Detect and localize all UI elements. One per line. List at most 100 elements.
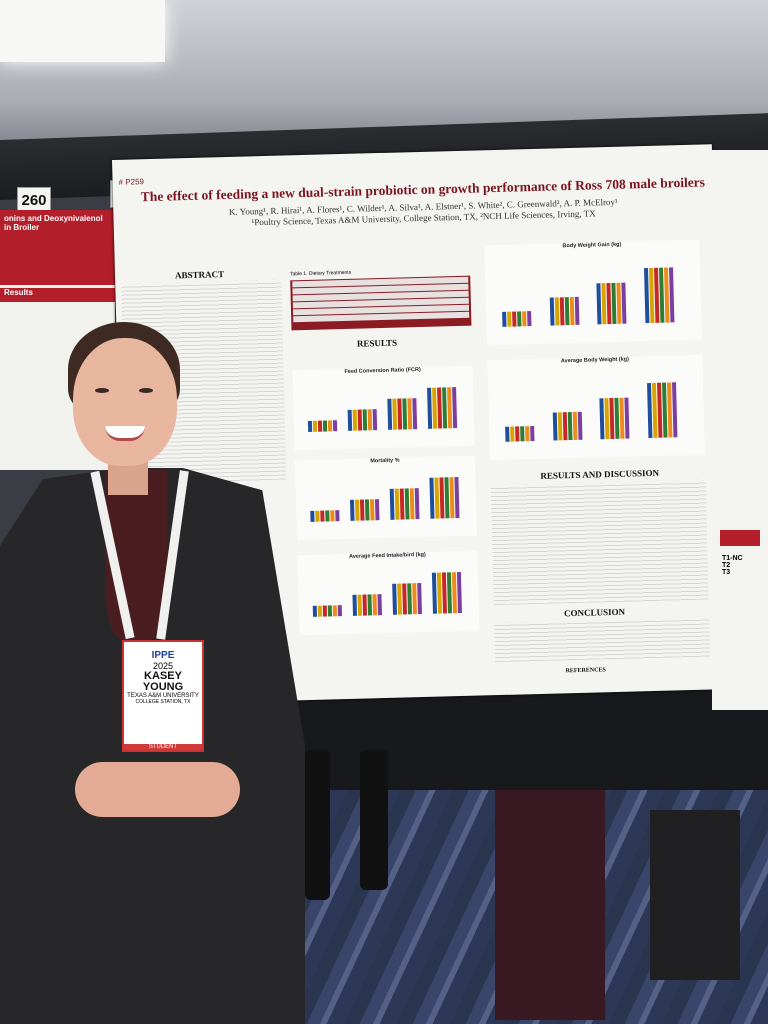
chart-feed-intake-bars	[308, 568, 469, 617]
chart-bwg: Body Weight Gain (kg)	[484, 239, 702, 346]
badge-role: STUDENT	[124, 744, 202, 750]
poster-bar	[564, 296, 569, 326]
chart-abw: Average Body Weight (kg)	[487, 354, 705, 461]
poster-bar	[352, 594, 358, 616]
poster-bar	[392, 583, 398, 615]
chart-mortality: Mortality %	[294, 455, 477, 541]
poster-bar	[567, 411, 572, 441]
poster-bar	[372, 409, 378, 431]
poster-bar	[315, 510, 320, 522]
poster-bar	[325, 510, 330, 522]
conclusion-heading: CONCLUSION	[563, 606, 626, 619]
poster-bar	[557, 412, 562, 441]
poster-bar	[397, 583, 402, 615]
poster-bar	[552, 412, 557, 441]
badge-year: 2025	[152, 661, 174, 671]
badge-first-name: KASEY	[144, 670, 182, 682]
poster-bar	[454, 477, 460, 519]
poster-bar	[668, 267, 674, 323]
references-heading: REFERENCES	[565, 667, 606, 675]
ceiling-light	[0, 0, 165, 62]
poster-bar	[512, 311, 517, 327]
adjacent-poster-right: T1-NC T2 T3	[712, 150, 768, 710]
poster-bar	[369, 499, 375, 521]
conclusion-text	[494, 616, 711, 663]
poster-bar	[407, 398, 413, 430]
poster-bar	[320, 510, 325, 522]
poster-bar	[357, 594, 363, 616]
poster-bar	[456, 572, 462, 614]
background-person-legs	[650, 810, 740, 980]
poster-bar	[317, 605, 323, 617]
poster-bar	[522, 311, 527, 327]
poster-bar	[332, 605, 338, 617]
chart-feed-intake-title: Average Feed Intake/bird (kg)	[348, 551, 426, 560]
chart-fcr-bars	[303, 383, 464, 432]
poster-bar	[362, 409, 368, 431]
poster-number: # P259	[118, 177, 145, 187]
poster-bar	[359, 499, 365, 521]
poster-bar	[364, 499, 370, 521]
poster-bar	[407, 583, 412, 615]
poster-bar	[357, 409, 363, 431]
chart-mortality-title: Mortality %	[370, 457, 400, 465]
poster-bar	[367, 594, 373, 616]
background-person-leg	[360, 750, 388, 890]
chart-fcr-title: Feed Conversion Ratio (FCR)	[344, 366, 421, 375]
poster-bar	[330, 510, 335, 522]
poster-bar	[510, 426, 515, 442]
poster-bar	[392, 398, 398, 430]
right-eye	[139, 388, 153, 393]
poster-bar	[507, 311, 512, 327]
poster-bar	[412, 398, 418, 430]
poster-bar	[530, 426, 535, 442]
person-face	[73, 338, 177, 466]
poster-bar	[387, 398, 393, 430]
poster-bar	[525, 426, 530, 442]
badge-city: COLLEGE STATION, TX	[135, 699, 191, 705]
poster-bar	[417, 583, 422, 615]
chart-abw-title: Average Body Weight (kg)	[560, 356, 630, 365]
poster-bar	[671, 382, 677, 438]
poster-bar	[312, 420, 318, 432]
chart-abw-bars	[500, 377, 692, 442]
poster-bar	[352, 409, 358, 431]
poster-bar	[374, 498, 380, 521]
poster-bar	[549, 297, 554, 326]
poster-bar	[347, 409, 353, 431]
poster-bar	[389, 488, 395, 520]
poster-bar	[409, 488, 415, 520]
poster-bar	[402, 583, 407, 615]
table-caption: Table 1. Dietary Treatments	[289, 269, 352, 278]
poster-bar	[372, 594, 378, 616]
poster-bar	[505, 426, 510, 442]
poster-bar	[577, 411, 582, 440]
poster-bar	[312, 605, 318, 617]
background-person-legs	[495, 790, 605, 1020]
results-discussion-text	[490, 479, 709, 606]
chart-bwg-bars	[497, 262, 689, 327]
treatment-table	[290, 275, 472, 331]
poster-bar	[559, 297, 564, 326]
results-discussion-heading: RESULTS AND DISCUSSION	[540, 467, 660, 481]
adjacent-poster-legend: T1-NC T2 T3	[722, 555, 743, 576]
poster-bar	[399, 488, 405, 520]
chart-feed-intake: Average Feed Intake/bird (kg)	[297, 550, 480, 636]
name-badge: IPPE 2025 KASEY YOUNG TEXAS A&M UNIVERSI…	[122, 640, 204, 752]
badge-logo: IPPE	[151, 650, 175, 661]
poster-bar	[327, 605, 333, 617]
poster-bar	[397, 398, 403, 430]
poster-bar	[569, 296, 574, 326]
adjacent-poster-header	[720, 530, 760, 546]
poster-bar	[349, 499, 355, 521]
poster-bar	[377, 593, 383, 616]
poster-bar	[327, 420, 333, 432]
adjacent-poster-section: Results	[0, 288, 119, 302]
poster-bar	[515, 426, 520, 442]
poster-bar	[517, 311, 522, 327]
poster-bar	[624, 397, 630, 439]
chart-fcr: Feed Conversion Ratio (FCR)	[292, 365, 475, 451]
smile	[105, 426, 145, 441]
poster-bar	[572, 411, 577, 441]
poster-bar	[317, 420, 323, 432]
